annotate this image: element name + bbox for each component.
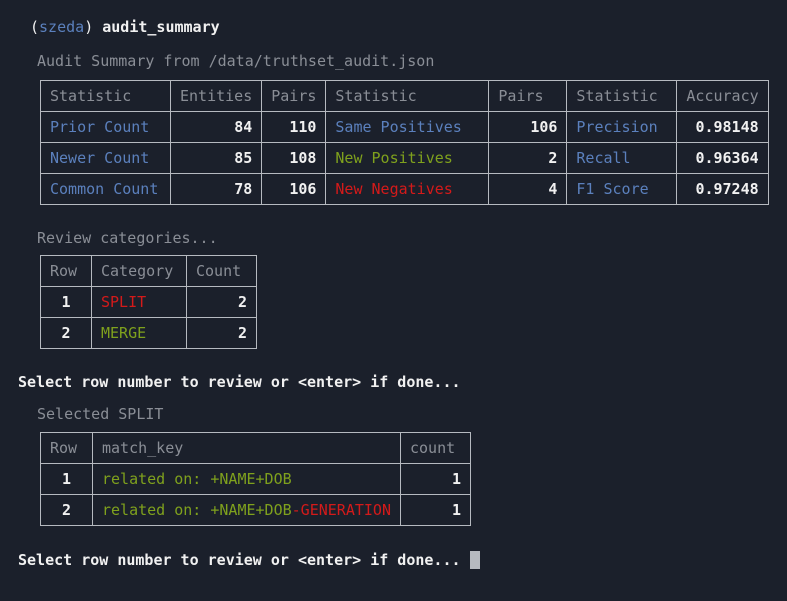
column-header-pairs-1: Pairs (261, 80, 327, 112)
cell-match-key: related on: +NAME+DOB-GENERATION (92, 494, 401, 526)
cell-statistic: Same Positives (325, 111, 490, 143)
cell-statistic: Precision (566, 111, 678, 143)
cell-row-number: 1 (40, 463, 93, 495)
table-row: 2 related on: +NAME+DOB-GENERATION 1 (40, 494, 471, 526)
review-categories-table: Row Category Count 1 SPLIT 2 2 MERGE 2 (40, 255, 257, 349)
cell-statistic: New Negatives (325, 173, 490, 205)
cell-entities: 84 (169, 111, 263, 143)
cell-statistic: Newer Count (40, 142, 171, 174)
column-header-row: Row (40, 432, 93, 464)
cell-category: SPLIT (91, 286, 187, 318)
column-header-accuracy: Accuracy (676, 80, 769, 112)
cell-pairs: 106 (488, 111, 568, 143)
cell-count: 1 (400, 463, 471, 495)
terminal-cursor[interactable] (469, 551, 480, 569)
cell-row-number: 2 (40, 494, 93, 526)
column-header-statistic-3: Statistic (566, 80, 678, 112)
cell-statistic: Common Count (40, 173, 171, 205)
table-row: Prior Count 84 110 Same Positives 106 Pr… (40, 111, 769, 143)
cell-entities: 85 (169, 142, 263, 174)
column-header-row: Row (40, 255, 92, 287)
column-header-statistic-1: Statistic (40, 80, 171, 112)
cell-row-number: 2 (40, 317, 92, 349)
match-key-negative-part: -GENERATION (291, 501, 391, 519)
match-key-positive-part: related on: +NAME+DOB (102, 470, 292, 488)
cell-statistic: Prior Count (40, 111, 171, 143)
audit-summary-caption: Audit Summary from /data/truthset_audit.… (37, 52, 435, 70)
audit-summary-table: Statistic Entities Pairs Statistic Pairs… (40, 80, 769, 205)
column-header-count: count (400, 432, 471, 464)
table-row: Newer Count 85 108 New Positives 2 Recal… (40, 142, 769, 174)
table-header-row: Statistic Entities Pairs Statistic Pairs… (40, 80, 769, 112)
column-header-count: Count (186, 255, 257, 287)
cell-accuracy: 0.97248 (676, 173, 769, 205)
cell-count: 2 (186, 317, 257, 349)
select-row-prompt: Select row number to review or <enter> i… (18, 373, 461, 391)
cell-pairs: 4 (488, 173, 568, 205)
table-header-row: Row Category Count (40, 255, 257, 287)
cell-pairs: 108 (261, 142, 327, 174)
prompt-line: (szeda) audit_summary (30, 18, 787, 36)
cell-statistic: F1 Score (566, 173, 678, 205)
table-row: Common Count 78 106 New Negatives 4 F1 S… (40, 173, 769, 205)
table-row: 2 MERGE 2 (40, 317, 257, 349)
selected-split-caption: Selected SPLIT (37, 405, 164, 423)
cell-pairs: 2 (488, 142, 568, 174)
review-categories-caption: Review categories... (37, 229, 218, 247)
select-row-prompt-text: Select row number to review or <enter> i… (18, 551, 461, 569)
cell-pairs: 110 (261, 111, 327, 143)
table-header-row: Row match_key count (40, 432, 471, 464)
cell-category: MERGE (91, 317, 187, 349)
prompt-paren-open: ( (30, 18, 40, 36)
column-header-match-key: match_key (92, 432, 401, 464)
cell-accuracy: 0.96364 (676, 142, 769, 174)
table-row: 1 SPLIT 2 (40, 286, 257, 318)
cell-statistic: New Positives (325, 142, 490, 174)
select-row-prompt-active[interactable]: Select row number to review or <enter> i… (18, 551, 787, 569)
column-header-entities: Entities (169, 80, 263, 112)
column-header-pairs-2: Pairs (488, 80, 568, 112)
cell-pairs: 106 (261, 173, 327, 205)
prompt-command: audit_summary (102, 18, 220, 36)
cell-entities: 78 (169, 173, 263, 205)
cell-statistic: Recall (566, 142, 678, 174)
selected-split-table: Row match_key count 1 related on: +NAME+… (40, 432, 471, 526)
table-row: 1 related on: +NAME+DOB 1 (40, 463, 471, 495)
cell-match-key: related on: +NAME+DOB (92, 463, 401, 495)
cell-row-number: 1 (40, 286, 92, 318)
prompt-env-name: szeda (39, 18, 85, 36)
cell-accuracy: 0.98148 (676, 111, 769, 143)
column-header-statistic-2: Statistic (325, 80, 490, 112)
cell-count: 1 (400, 494, 471, 526)
match-key-positive-part: related on: +NAME+DOB (102, 501, 292, 519)
prompt-paren-close: ) (84, 18, 103, 36)
column-header-category: Category (91, 255, 187, 287)
cell-count: 2 (186, 286, 257, 318)
terminal[interactable]: (szeda) audit_summary Audit Summary from… (0, 18, 787, 569)
